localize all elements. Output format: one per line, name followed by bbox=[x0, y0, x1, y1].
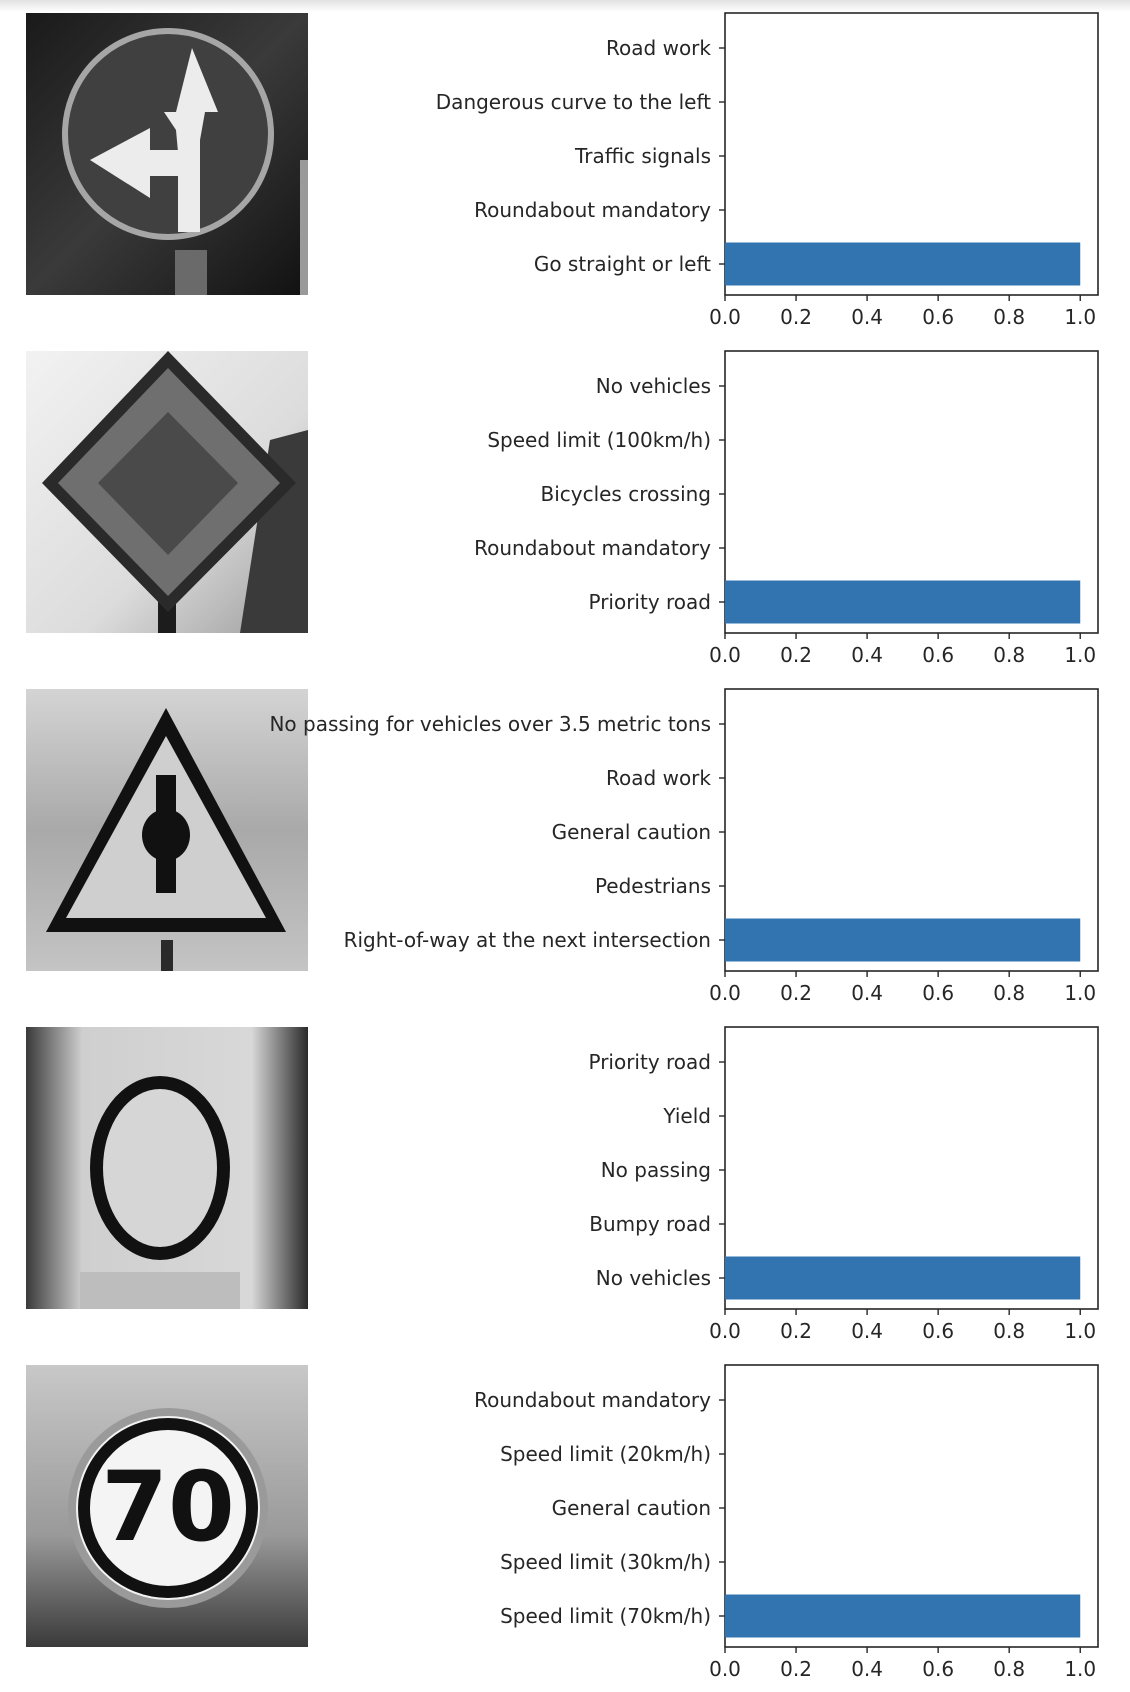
chart-panel-1: Road work Dangerous curve to the left Traf… bbox=[436, 12, 1099, 329]
bar bbox=[725, 242, 1081, 286]
y-tick-label: Roundabout mandatory bbox=[474, 536, 711, 560]
x-tick-label: 0.4 bbox=[851, 1319, 883, 1343]
y-tick-label: General caution bbox=[552, 820, 711, 844]
y-tick-label: Bumpy road bbox=[589, 1212, 711, 1236]
x-tick-label: 0.4 bbox=[851, 305, 883, 329]
sign-image-right-of-way bbox=[26, 689, 308, 971]
x-tick-label: 0.2 bbox=[780, 1657, 812, 1681]
x-tick-label: 0.8 bbox=[993, 981, 1025, 1005]
y-tick-label: Bicycles crossing bbox=[540, 482, 711, 506]
axes-frame bbox=[724, 688, 1099, 972]
bar bbox=[725, 1256, 1081, 1300]
y-tick-label: No vehicles bbox=[596, 1266, 711, 1290]
x-tick-label: 0.4 bbox=[851, 643, 883, 667]
x-tick-label: 1.0 bbox=[1064, 981, 1096, 1005]
x-tick-label: 0.2 bbox=[780, 305, 812, 329]
x-tick-label: 0.2 bbox=[780, 981, 812, 1005]
x-tick-label: 0.0 bbox=[709, 1657, 741, 1681]
y-tick-label: Roundabout mandatory bbox=[474, 198, 711, 222]
x-tick-label: 0.6 bbox=[922, 1657, 954, 1681]
x-tick-label: 0.8 bbox=[993, 305, 1025, 329]
sign-image-speed-limit-70: 70 bbox=[26, 1365, 308, 1647]
axes-frame bbox=[724, 12, 1099, 296]
chart-panel-2: No vehicles Speed limit (100km/h) Bicycles… bbox=[474, 350, 1099, 667]
chart-panel-5: Roundabout mandatory Speed limit (20km/h)… bbox=[474, 1364, 1099, 1681]
sign-image-priority-road bbox=[26, 351, 308, 633]
y-tick-label: No vehicles bbox=[596, 374, 711, 398]
y-tick-label: Roundabout mandatory bbox=[474, 1388, 711, 1412]
x-tick-label: 1.0 bbox=[1064, 1657, 1096, 1681]
chart-panel-4: Priority road Yield No passing Bumpy road No… bbox=[588, 1026, 1099, 1343]
y-tick-label: No passing for vehicles over 3.5 metric … bbox=[269, 712, 711, 736]
x-tick-label: 0.0 bbox=[709, 981, 741, 1005]
bar bbox=[725, 1594, 1081, 1638]
chart-panel-3: No passing for vehicles over 3.5 metric … bbox=[269, 688, 1099, 1005]
y-tick-label: Road work bbox=[606, 36, 711, 60]
y-tick-label: No passing bbox=[601, 1158, 711, 1182]
y-tick-label: Road work bbox=[606, 766, 711, 790]
x-tick-label: 0.6 bbox=[922, 643, 954, 667]
x-tick-label: 0.2 bbox=[780, 1319, 812, 1343]
x-tick-label: 0.6 bbox=[922, 981, 954, 1005]
y-tick-label: Go straight or left bbox=[534, 252, 711, 276]
y-tick-label: General caution bbox=[552, 1496, 711, 1520]
x-tick-label: 0.6 bbox=[922, 1319, 954, 1343]
y-tick-label: Traffic signals bbox=[574, 144, 711, 168]
sign-image-go-straight-or-left bbox=[26, 13, 308, 295]
bar bbox=[725, 580, 1081, 624]
x-tick-label: 0.6 bbox=[922, 305, 954, 329]
y-tick-label: Dangerous curve to the left bbox=[436, 90, 711, 114]
x-tick-label: 0.0 bbox=[709, 305, 741, 329]
y-tick-label: Speed limit (70km/h) bbox=[500, 1604, 711, 1628]
x-tick-label: 0.4 bbox=[851, 1657, 883, 1681]
bar bbox=[725, 918, 1081, 962]
x-tick-label: 0.8 bbox=[993, 643, 1025, 667]
x-tick-label: 1.0 bbox=[1064, 1319, 1096, 1343]
x-tick-label: 1.0 bbox=[1064, 643, 1096, 667]
axes-frame bbox=[724, 1026, 1099, 1310]
x-tick-label: 0.0 bbox=[709, 1319, 741, 1343]
y-tick-label: Speed limit (30km/h) bbox=[500, 1550, 711, 1574]
axes-frame bbox=[724, 1364, 1099, 1648]
y-tick-label: Priority road bbox=[588, 1050, 711, 1074]
y-tick-label: Priority road bbox=[588, 590, 711, 614]
x-tick-label: 0.4 bbox=[851, 981, 883, 1005]
x-tick-label: 1.0 bbox=[1064, 305, 1096, 329]
sign-image-no-vehicles bbox=[26, 1027, 308, 1309]
sign-speed-number: 70 bbox=[101, 1451, 235, 1563]
y-tick-label: Speed limit (20km/h) bbox=[500, 1442, 711, 1466]
y-tick-label: Pedestrians bbox=[595, 874, 711, 898]
y-tick-label: Speed limit (100km/h) bbox=[487, 428, 711, 452]
y-tick-label: Yield bbox=[662, 1104, 711, 1128]
scroll-shadow bbox=[0, 0, 1130, 12]
axes-frame bbox=[724, 350, 1099, 634]
x-tick-label: 0.8 bbox=[993, 1319, 1025, 1343]
x-tick-label: 0.2 bbox=[780, 643, 812, 667]
x-tick-label: 0.0 bbox=[709, 643, 741, 667]
y-tick-label: Right-of-way at the next intersection bbox=[344, 928, 711, 952]
x-tick-label: 0.8 bbox=[993, 1657, 1025, 1681]
